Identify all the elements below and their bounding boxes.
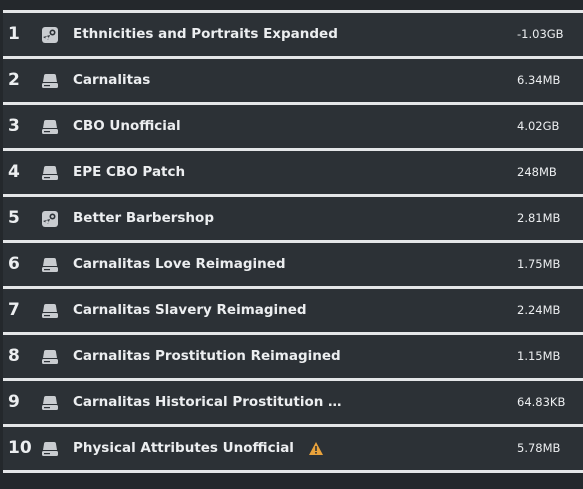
mod-name: Physical Attributes Unofficial: [73, 440, 294, 456]
mod-row[interactable]: 5 Better Barbershop 2.81MB: [3, 197, 583, 243]
mod-row[interactable]: 7 Carnalitas Slavery Reimagined 2.24MB: [3, 289, 583, 335]
mod-row[interactable]: 3 CBO Unofficial 4.02GB: [3, 105, 583, 151]
local-icon: [42, 166, 58, 180]
mod-rank: 4: [8, 162, 20, 182]
mod-name: Carnalitas Historical Prostitution …: [73, 394, 342, 410]
mod-row[interactable]: 10 Physical Attributes Unofficial 5.78MB: [3, 427, 583, 473]
mod-rank: 7: [8, 300, 20, 320]
mod-row[interactable]: 2 Carnalitas 6.34MB: [3, 59, 583, 105]
mod-row[interactable]: 4 EPE CBO Patch 248MB: [3, 151, 583, 197]
mod-size: 64.83KB: [517, 395, 566, 409]
local-icon: [42, 396, 58, 410]
mod-name: EPE CBO Patch: [73, 164, 186, 180]
mod-name: Ethnicities and Portraits Expanded: [73, 26, 338, 42]
mod-row[interactable]: 8 Carnalitas Prostitution Reimagined 1.15M…: [3, 335, 583, 381]
mod-size: 1.15MB: [517, 349, 561, 363]
mod-size: 248MB: [517, 165, 557, 179]
mod-rank: 6: [8, 254, 20, 274]
mod-name: Carnalitas Prostitution Reimagined: [73, 348, 341, 364]
mod-name: Carnalitas: [73, 72, 151, 88]
mod-size: 5.78MB: [517, 441, 561, 455]
mod-size: 1.75MB: [517, 257, 561, 271]
mod-rank: 9: [8, 392, 20, 412]
local-icon: [42, 74, 58, 88]
mod-rank: 1: [8, 24, 20, 44]
mod-size: 4.02GB: [517, 119, 560, 133]
mod-size: -1.03GB: [517, 27, 564, 41]
local-icon: [42, 442, 58, 456]
mod-row[interactable]: 9 Carnalitas Historical Prostitution … 64.…: [3, 381, 583, 427]
mod-rank: 3: [8, 116, 20, 136]
mod-name: CBO Unofficial: [73, 118, 181, 134]
mod-size: 2.81MB: [517, 211, 561, 225]
mod-rank: 10: [8, 438, 32, 458]
local-icon: [42, 350, 58, 364]
local-icon: [42, 120, 58, 134]
mod-list: 1 Ethnicities and Portraits Expanded -1.03…: [3, 10, 583, 473]
mod-name: Carnalitas Slavery Reimagined: [73, 302, 307, 318]
warning-icon: [308, 442, 323, 455]
local-icon: [42, 304, 58, 318]
mod-size: 2.24MB: [517, 303, 561, 317]
local-icon: [42, 258, 58, 272]
mod-name: Carnalitas Love Reimagined: [73, 256, 286, 272]
mod-name: Better Barbershop: [73, 210, 214, 226]
steam-icon: [42, 211, 58, 227]
mod-rank: 8: [8, 346, 20, 366]
mod-size: 6.34MB: [517, 73, 561, 87]
mod-rank: 2: [8, 70, 20, 90]
mod-rank: 5: [8, 208, 20, 228]
steam-icon: [42, 27, 58, 43]
mod-row[interactable]: 6 Carnalitas Love Reimagined 1.75MB: [3, 243, 583, 289]
mod-row[interactable]: 1 Ethnicities and Portraits Expanded -1.03…: [3, 13, 583, 59]
